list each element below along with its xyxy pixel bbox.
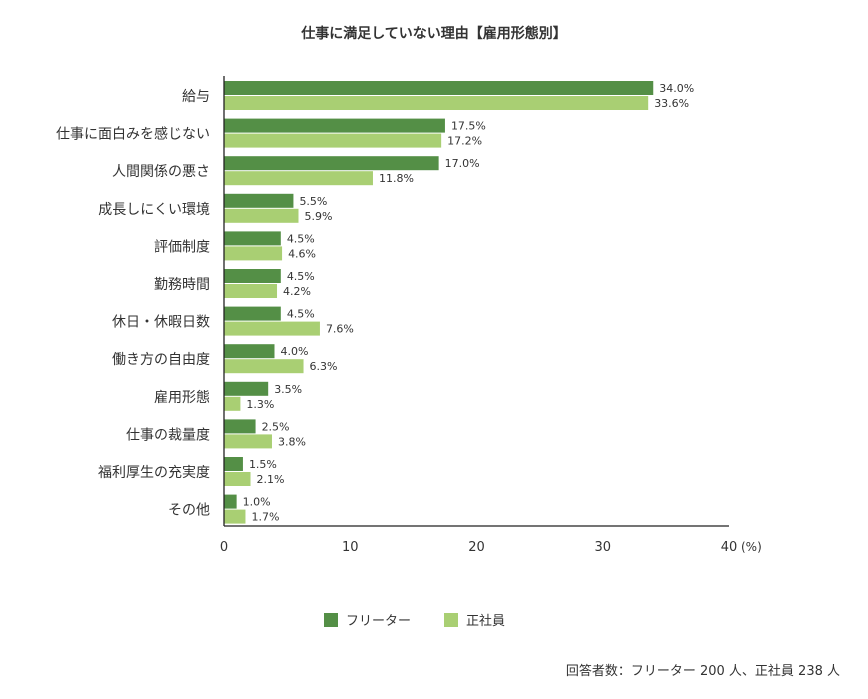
data-label: 17.0%	[445, 157, 480, 170]
data-label: 2.1%	[257, 473, 285, 486]
data-label: 11.8%	[379, 172, 414, 185]
category-label: 仕事の裁量度	[126, 427, 210, 443]
bar-seishain	[224, 509, 246, 524]
x-tick-label: 10	[342, 540, 359, 555]
x-tick-label: 40	[721, 540, 738, 555]
bar-freeter	[224, 156, 439, 171]
respondent-note: 回答者数：フリーター 200 人、正社員 238 人	[566, 663, 840, 679]
data-label: 6.3%	[310, 360, 338, 373]
x-tick-label: 30	[594, 540, 611, 555]
data-label: 3.8%	[278, 435, 306, 448]
legend-label: フリーター	[346, 614, 411, 629]
bar-seishain	[224, 96, 649, 110]
data-label: 17.5%	[451, 120, 486, 133]
bar-freeter	[224, 381, 269, 396]
data-label: 2.5%	[262, 420, 290, 433]
data-label: 1.3%	[246, 398, 274, 411]
bar-freeter	[224, 231, 281, 246]
bar-freeter	[224, 494, 237, 509]
data-label: 5.5%	[299, 195, 327, 208]
data-label: 34.0%	[659, 82, 694, 95]
bar-seishain	[224, 434, 272, 449]
bar-freeter	[224, 457, 243, 471]
data-label: 1.0%	[243, 496, 271, 509]
bar-seishain	[224, 208, 299, 223]
category-label: 雇用形態	[154, 389, 210, 406]
bar-freeter	[224, 118, 445, 133]
category-label: 勤務時間	[154, 277, 210, 293]
data-label: 4.5%	[287, 270, 315, 283]
data-label: 4.6%	[288, 247, 316, 260]
category-label: 給与	[182, 89, 210, 105]
chart-title: 仕事に満足していない理由【雇用形態別】	[300, 25, 567, 42]
x-tick-label: 20	[468, 540, 485, 555]
bar-seishain	[224, 321, 320, 336]
data-label: 3.5%	[274, 383, 302, 396]
bar-seishain	[224, 359, 304, 374]
bar-freeter	[224, 419, 256, 434]
bar-seishain	[224, 472, 251, 486]
bar-freeter	[224, 306, 281, 321]
bar-seishain	[224, 171, 373, 186]
category-label: その他	[168, 503, 210, 519]
legend-swatch	[444, 613, 458, 627]
bar-seishain	[224, 284, 278, 298]
bar-freeter	[224, 193, 294, 208]
category-label: 仕事に面白みを感じない	[56, 126, 210, 143]
bar-freeter	[224, 269, 281, 283]
legend-swatch	[324, 613, 338, 627]
category-label: 働き方の自由度	[112, 352, 210, 368]
bar-seishain	[224, 133, 442, 148]
data-label: 4.2%	[283, 285, 311, 298]
bar-seishain	[224, 396, 241, 411]
bar-freeter	[224, 344, 275, 359]
data-label: 33.6%	[654, 97, 689, 110]
data-label: 4.5%	[287, 308, 315, 321]
data-label: 5.9%	[304, 210, 332, 223]
data-label: 7.6%	[326, 323, 354, 336]
bar-freeter	[224, 81, 654, 95]
x-tick-label: 0	[220, 540, 228, 555]
data-label: 4.0%	[281, 345, 309, 358]
category-label: 評価制度	[154, 239, 210, 255]
category-label: 成長しにくい環境	[98, 202, 210, 218]
data-label: 1.7%	[251, 511, 279, 524]
category-label: 福利厚生の充実度	[98, 465, 210, 481]
legend-label: 正社員	[466, 613, 505, 629]
data-label: 17.2%	[447, 135, 482, 148]
data-label: 4.5%	[287, 232, 315, 245]
x-unit-label: (%)	[741, 540, 762, 554]
category-label: 休日・休暇日数	[112, 315, 210, 331]
data-label: 1.5%	[249, 458, 277, 471]
category-label: 人間関係の悪さ	[112, 164, 210, 180]
bar-seishain	[224, 246, 283, 261]
